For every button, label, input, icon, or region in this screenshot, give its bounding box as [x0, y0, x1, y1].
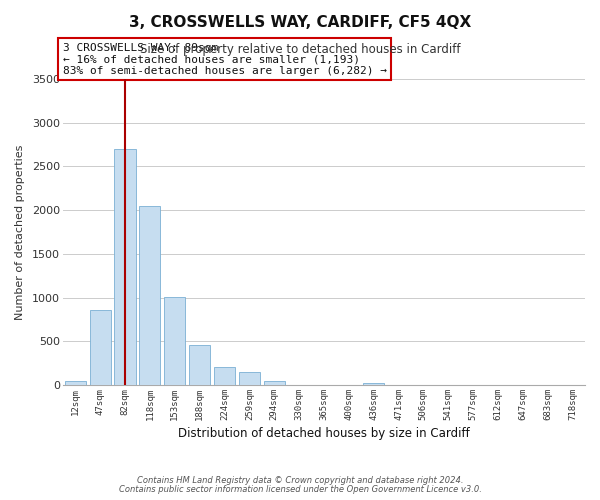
Bar — [164, 296, 185, 385]
Bar — [239, 372, 260, 385]
Text: 3 CROSSWELLS WAY: 89sqm
← 16% of detached houses are smaller (1,193)
83% of semi: 3 CROSSWELLS WAY: 89sqm ← 16% of detache… — [63, 42, 387, 76]
Bar — [115, 149, 136, 385]
Text: Contains public sector information licensed under the Open Government Licence v3: Contains public sector information licen… — [119, 485, 481, 494]
Y-axis label: Number of detached properties: Number of detached properties — [15, 144, 25, 320]
Text: 3, CROSSWELLS WAY, CARDIFF, CF5 4QX: 3, CROSSWELLS WAY, CARDIFF, CF5 4QX — [129, 15, 471, 30]
Bar — [89, 310, 111, 385]
Text: Size of property relative to detached houses in Cardiff: Size of property relative to detached ho… — [140, 42, 460, 56]
Bar — [189, 345, 210, 385]
Bar — [139, 206, 160, 385]
Bar — [263, 380, 285, 385]
Bar — [65, 380, 86, 385]
Text: Contains HM Land Registry data © Crown copyright and database right 2024.: Contains HM Land Registry data © Crown c… — [137, 476, 463, 485]
Bar — [363, 382, 384, 385]
X-axis label: Distribution of detached houses by size in Cardiff: Distribution of detached houses by size … — [178, 427, 470, 440]
Bar — [214, 366, 235, 385]
